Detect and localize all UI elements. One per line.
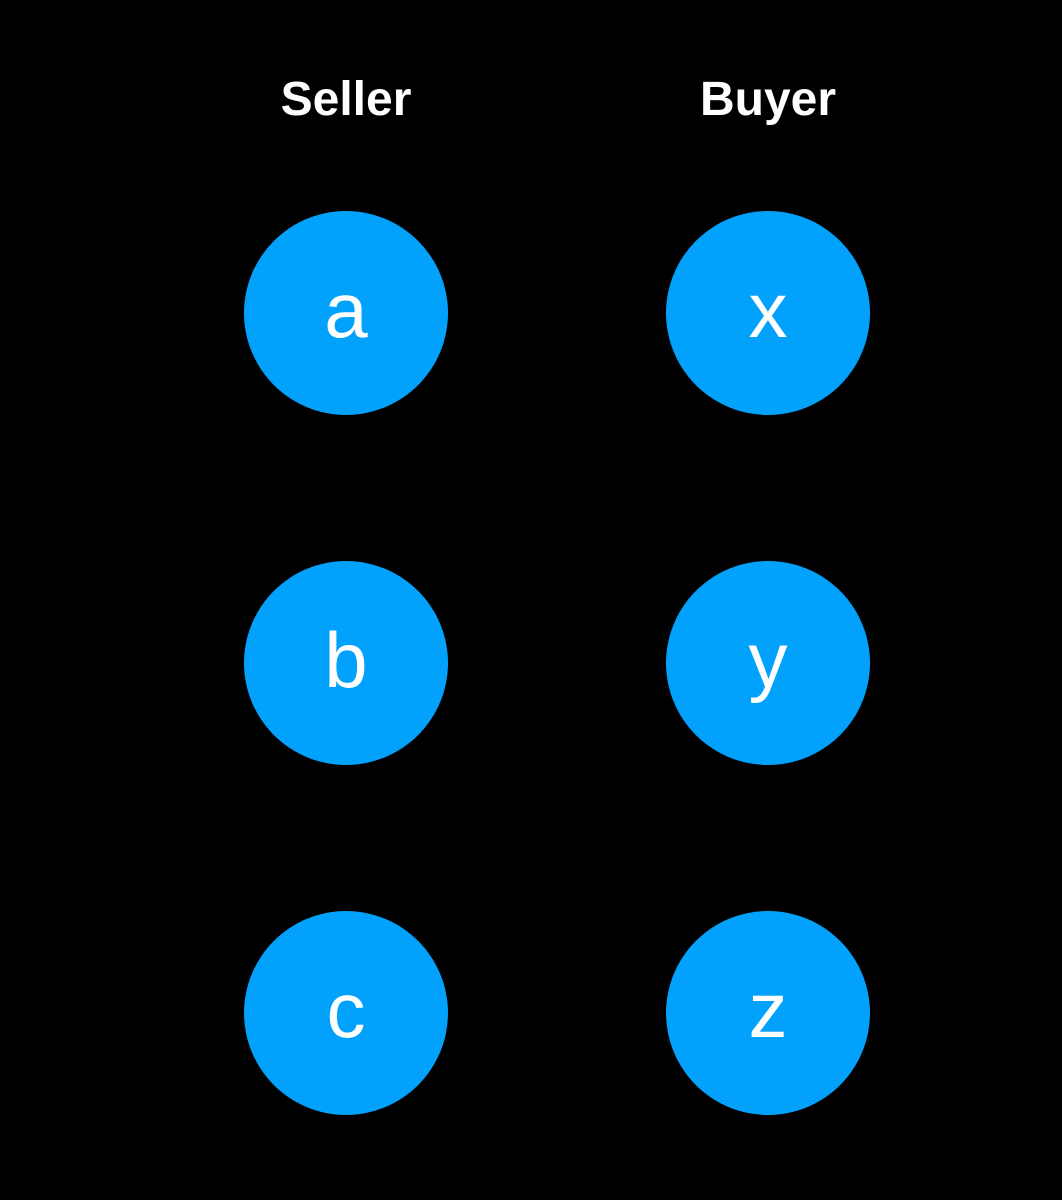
node-label: y: [748, 616, 788, 704]
node-label: z: [748, 966, 788, 1054]
seller-node-c: c: [244, 911, 448, 1115]
node-label: a: [324, 266, 368, 354]
buyer-column-header: Buyer: [699, 73, 837, 126]
buyer-node-x: x: [666, 211, 870, 415]
seller-column-header: Seller: [280, 73, 412, 126]
node-label: c: [326, 966, 366, 1054]
buyer-node-z: z: [666, 911, 870, 1115]
node-label: b: [324, 616, 368, 704]
seller-node-b: b: [244, 561, 448, 765]
seller-node-a: a: [244, 211, 448, 415]
buyer-node-y: y: [666, 561, 870, 765]
node-label: x: [748, 266, 788, 354]
